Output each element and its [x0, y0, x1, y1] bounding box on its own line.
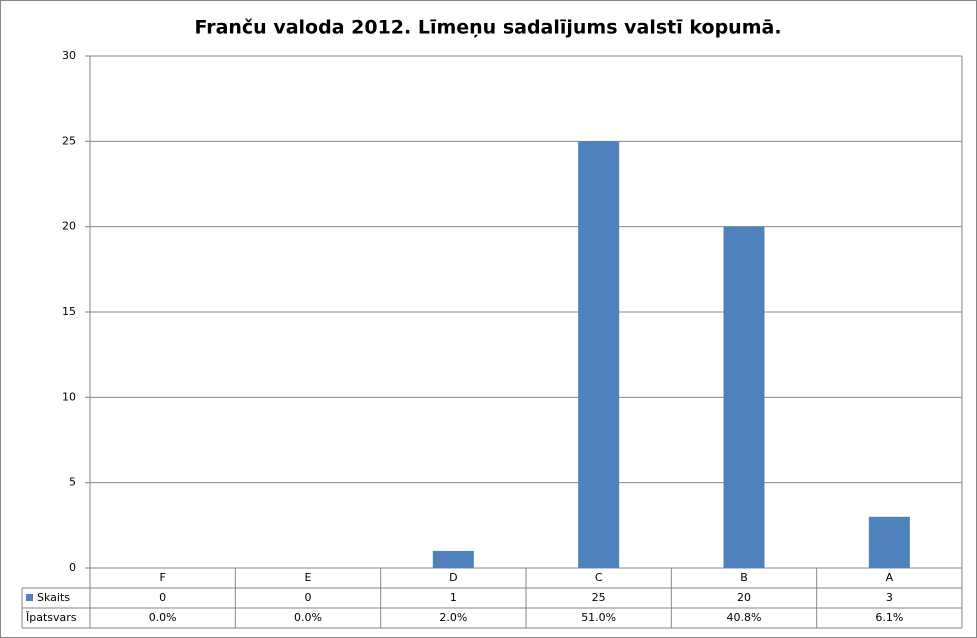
x-tick-label: C — [595, 571, 603, 584]
table-value: 3 — [886, 591, 893, 604]
y-tick-label: 0 — [69, 561, 76, 574]
y-tick-label: 5 — [69, 476, 76, 489]
bar — [578, 141, 620, 569]
x-tick-label: F — [160, 571, 166, 584]
table-value: 51.0% — [581, 611, 616, 624]
legend-swatch — [26, 594, 33, 601]
x-tick-label: A — [886, 571, 894, 584]
bar — [432, 550, 474, 568]
y-tick-label: 20 — [62, 220, 76, 233]
x-tick-label: B — [740, 571, 748, 584]
x-tick-label: E — [305, 571, 312, 584]
x-tick-label: D — [449, 571, 457, 584]
table-value: 0.0% — [294, 611, 322, 624]
y-tick-label: 30 — [62, 49, 76, 62]
table-value: 0 — [305, 591, 312, 604]
legend-label: Skaits — [37, 591, 70, 604]
y-tick-label: 25 — [62, 134, 76, 147]
table-value: 1 — [450, 591, 457, 604]
table-value: 25 — [592, 591, 606, 604]
y-tick-label: 10 — [62, 390, 76, 403]
bar — [868, 516, 910, 568]
chart-title: Franču valoda 2012. Līmeņu sadalījums va… — [194, 17, 781, 39]
table-value: 2.0% — [439, 611, 467, 624]
table-value: 0.0% — [149, 611, 177, 624]
table-value: 40.8% — [727, 611, 762, 624]
bar — [723, 226, 765, 568]
table-value: 6.1% — [875, 611, 903, 624]
table-row-label: Īpatsvars — [26, 611, 77, 624]
y-tick-label: 15 — [62, 305, 76, 318]
table-value: 0 — [159, 591, 166, 604]
table-value: 20 — [737, 591, 751, 604]
